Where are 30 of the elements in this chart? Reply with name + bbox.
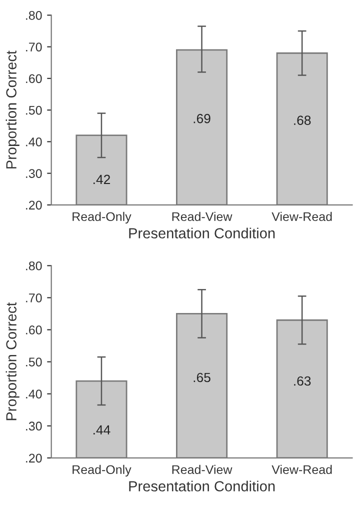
y-tick-label: .50 — [26, 358, 42, 366]
data-label: .44 — [94, 425, 110, 434]
x-tick-label: View-Read — [272, 464, 332, 474]
y-tick-label: .40 — [26, 137, 42, 146]
x-tick-label: View-Read — [272, 212, 332, 222]
y-tick-label: .40 — [26, 390, 42, 398]
y-axis-title: Proportion Correct — [6, 302, 20, 420]
y-tick-label: .20 — [26, 200, 42, 210]
y-tick-label: .60 — [26, 74, 42, 84]
y-tick-label: .30 — [26, 422, 42, 431]
data-label: .65 — [194, 372, 210, 382]
x-axis-title: Presentation Condition — [129, 228, 275, 238]
data-label: .63 — [294, 376, 311, 386]
x-tick-label: Read-View — [172, 212, 232, 222]
data-label: .69 — [194, 114, 210, 124]
x-tick-label: Read-Only — [72, 212, 132, 224]
y-tick-label: .20 — [26, 454, 42, 463]
data-label: .68 — [294, 116, 311, 125]
y-tick-label: .50 — [26, 106, 42, 115]
y-tick-label: .70 — [26, 293, 42, 302]
y-tick-label: .70 — [26, 42, 42, 52]
x-tick-label: Read-View — [172, 464, 232, 474]
x-axis-title: Presentation Condition — [129, 480, 275, 492]
data-label: .42 — [94, 174, 110, 184]
y-tick-label: .60 — [26, 326, 42, 334]
y-tick-label: .30 — [26, 169, 42, 178]
y-tick-label: .80 — [26, 261, 42, 270]
y-tick-label: .80 — [26, 10, 42, 20]
y-axis-title: Proportion Correct — [6, 50, 20, 168]
x-tick-label: Read-Only — [72, 464, 132, 477]
